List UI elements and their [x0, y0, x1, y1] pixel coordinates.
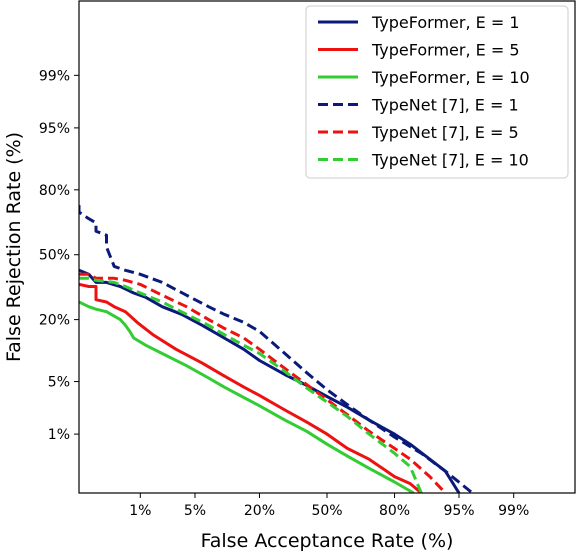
- y-tick-label: 99%: [39, 68, 70, 84]
- x-axis-ticks: 1% 5% 20% 50% 80% 95% 99%: [129, 493, 529, 519]
- legend-label: TypeNet [7], E = 1: [371, 96, 519, 115]
- legend-label: TypeFormer, E = 10: [371, 68, 530, 87]
- x-tick-label: 5%: [184, 503, 206, 519]
- y-tick-label: 20%: [39, 313, 70, 329]
- x-tick-label: 80%: [379, 503, 410, 519]
- y-tick-label: 1%: [48, 427, 70, 443]
- series-line-3: [79, 300, 415, 493]
- x-tick-label: 99%: [498, 503, 529, 519]
- legend-frame: [305, 5, 569, 179]
- y-tick-label: 5%: [48, 375, 70, 391]
- series-line-1: [79, 268, 461, 493]
- y-tick-label: 80%: [39, 183, 70, 199]
- y-axis-ticks: 1% 5% 20% 50% 80% 95% 99%: [39, 68, 79, 443]
- x-axis-title: False Acceptance Rate (%): [201, 530, 454, 552]
- legend-label: TypeNet [7], E = 5: [371, 123, 519, 142]
- series-layer: [79, 205, 474, 493]
- x-tick-label: 1%: [129, 503, 151, 519]
- series-line-2: [79, 282, 423, 493]
- y-axis-title: False Rejection Rate (%): [3, 132, 25, 362]
- y-tick-label: 50%: [39, 248, 70, 264]
- series-line-4: [79, 205, 474, 493]
- x-tick-label: 95%: [443, 503, 474, 519]
- y-tick-label: 95%: [39, 121, 70, 137]
- x-tick-label: 50%: [311, 503, 342, 519]
- legend-label: TypeNet [7], E = 10: [371, 151, 529, 170]
- legend-label: TypeFormer, E = 1: [371, 13, 520, 32]
- series-line-6: [79, 276, 423, 493]
- legend-label: TypeFormer, E = 5: [371, 41, 520, 60]
- legend: TypeFormer, E = 1 TypeFormer, E = 5 TypeFo…: [305, 5, 569, 179]
- x-tick-label: 20%: [244, 503, 275, 519]
